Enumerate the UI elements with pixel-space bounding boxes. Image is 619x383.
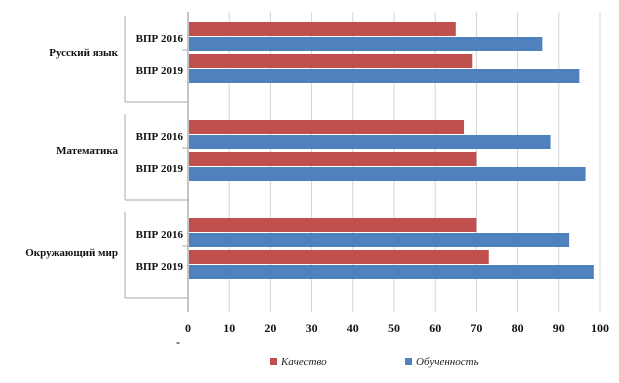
group-label: Окружающий мир	[25, 247, 118, 259]
x-tick-label: 0	[185, 321, 191, 335]
x-tick-label: 60	[429, 321, 441, 335]
bar-obuchennost	[189, 135, 551, 149]
bar-obuchennost	[189, 167, 586, 181]
x-tick-label: 70	[470, 321, 482, 335]
bar-obuchennost	[189, 37, 543, 51]
row-label: ВПР 2019	[136, 163, 184, 175]
row-label: ВПР 2016	[136, 229, 184, 241]
bar-kachestvo	[189, 218, 477, 232]
row-label: ВПР 2016	[136, 131, 184, 143]
x-tick-label: 10	[223, 321, 235, 335]
bar-layer	[189, 22, 594, 279]
label-layer: 0 10 20 30 40 50 60 70 80 90 100 Русский язык ВПР 20…	[25, 33, 609, 349]
axis-layer	[124, 12, 189, 312]
x-tick-label: 80	[512, 321, 524, 335]
group-label: Математика	[56, 145, 118, 157]
bar-kachestvo	[189, 22, 456, 36]
x-tick-label: 90	[553, 321, 565, 335]
legend-label: Обученность	[416, 356, 479, 368]
x-tick-label: 30	[306, 321, 318, 335]
legend-swatch	[270, 358, 277, 365]
legend: Качество Обученность	[270, 356, 479, 368]
bar-obuchennost	[189, 233, 570, 247]
x-tick-label: 40	[347, 321, 359, 335]
legend-swatch	[405, 358, 412, 365]
x-tick-label: 20	[264, 321, 276, 335]
bar-kachestvo	[189, 54, 473, 68]
stray-mark: -	[176, 335, 180, 349]
row-label: ВПР 2019	[136, 65, 184, 77]
x-tick-label: 100	[591, 321, 609, 335]
row-label: ВПР 2019	[136, 261, 184, 273]
bar-obuchennost	[189, 265, 594, 279]
bar-kachestvo	[189, 250, 489, 264]
group-label: Русский язык	[49, 47, 118, 59]
row-label: ВПР 2016	[136, 33, 184, 45]
bar-kachestvo	[189, 152, 477, 166]
x-tick-label: 50	[388, 321, 400, 335]
bar-obuchennost	[189, 69, 580, 83]
legend-label: Качество	[280, 356, 327, 368]
bar-kachestvo	[189, 120, 465, 134]
